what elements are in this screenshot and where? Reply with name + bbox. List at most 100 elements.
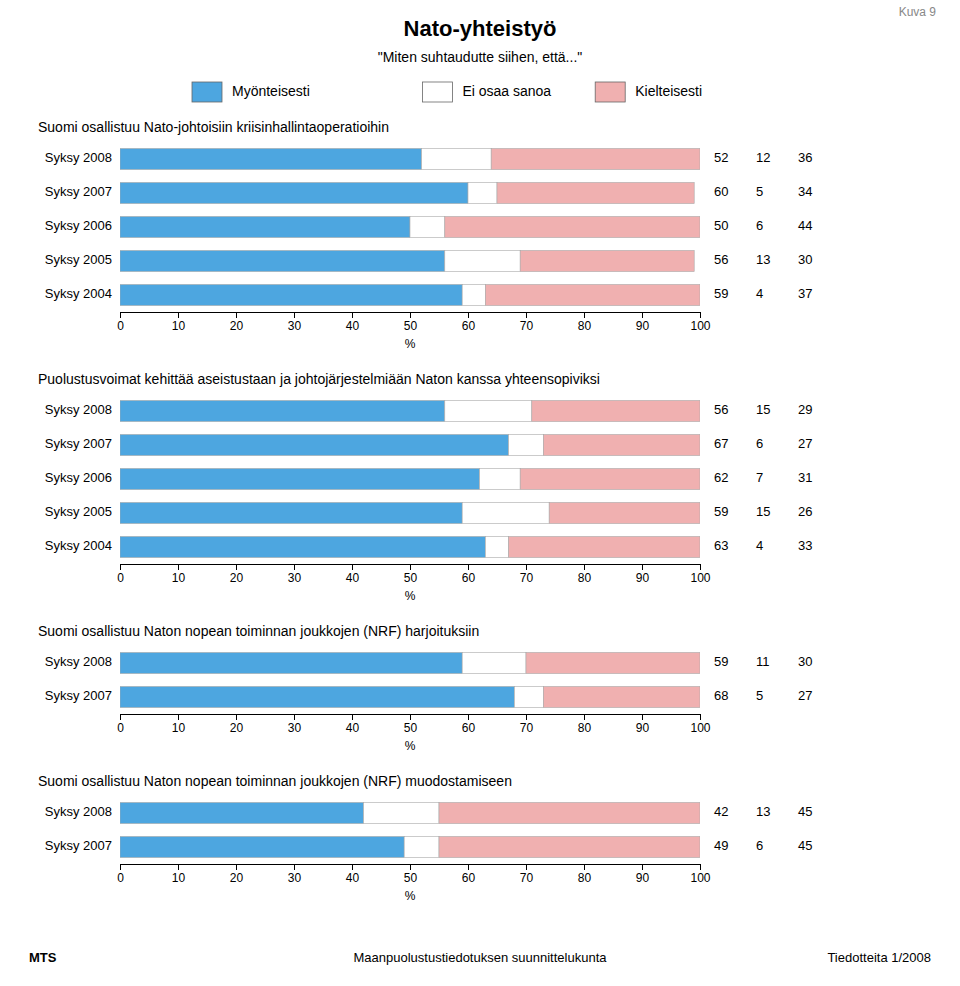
data-label: 34 bbox=[798, 184, 812, 199]
x-tick-mark bbox=[642, 564, 643, 570]
x-tick: 80 bbox=[578, 714, 592, 735]
data-label: 5 bbox=[756, 688, 763, 703]
legend-swatch bbox=[595, 82, 625, 102]
title: Nato-yhteistyö bbox=[404, 16, 557, 41]
data-label: 68 bbox=[714, 688, 728, 703]
x-tick-mark bbox=[294, 714, 295, 720]
x-axis: 0102030405060708090100 bbox=[117, 312, 711, 333]
data-label: 15 bbox=[756, 402, 770, 417]
data-label: 6 bbox=[756, 218, 763, 233]
panel-title: Puolustusvoimat kehittää aseistustaan ja… bbox=[38, 371, 600, 387]
x-tick-label: 70 bbox=[520, 571, 534, 585]
category-label: Syksy 2006 bbox=[45, 470, 112, 485]
x-tick-mark bbox=[468, 864, 469, 870]
category-label: Syksy 2004 bbox=[45, 286, 112, 301]
category-label: Syksy 2005 bbox=[45, 252, 112, 267]
x-tick-mark bbox=[700, 864, 701, 870]
bar-segment bbox=[549, 502, 700, 523]
x-tick: 70 bbox=[520, 864, 534, 885]
x-tick: 50 bbox=[404, 864, 418, 885]
data-label: 12 bbox=[756, 150, 770, 165]
x-tick-mark bbox=[178, 864, 179, 870]
bar-segment bbox=[445, 216, 700, 237]
category-label: Syksy 2005 bbox=[45, 504, 112, 519]
x-tick-label: 0 bbox=[117, 871, 124, 885]
x-axis-line bbox=[121, 715, 701, 721]
figure-number: Kuva 9 bbox=[899, 5, 937, 19]
x-tick-label: 40 bbox=[346, 319, 360, 333]
x-tick-mark bbox=[642, 714, 643, 720]
x-tick-label: 40 bbox=[346, 721, 360, 735]
category-label: Syksy 2007 bbox=[45, 436, 112, 451]
bar-segment bbox=[439, 802, 700, 823]
x-tick: 0 bbox=[117, 564, 124, 585]
x-tick-mark bbox=[468, 714, 469, 720]
data-label: 56 bbox=[714, 252, 728, 267]
category-label: Syksy 2007 bbox=[45, 184, 112, 199]
x-tick: 30 bbox=[288, 312, 302, 333]
data-label: 13 bbox=[756, 804, 770, 819]
data-label: 15 bbox=[756, 504, 770, 519]
category-label: Syksy 2008 bbox=[45, 150, 112, 165]
bar-segment bbox=[491, 148, 700, 169]
x-tick: 40 bbox=[346, 312, 360, 333]
data-label: 42 bbox=[714, 804, 728, 819]
x-tick-label: 100 bbox=[690, 319, 710, 333]
footer-center: Maanpuolustustiedotuksen suunnittelukunt… bbox=[354, 950, 608, 965]
x-tick-label: 80 bbox=[578, 871, 592, 885]
x-tick-mark bbox=[352, 864, 353, 870]
x-tick-mark bbox=[700, 564, 701, 570]
x-tick-mark bbox=[468, 564, 469, 570]
data-label: 44 bbox=[798, 218, 812, 233]
bar-segment bbox=[462, 652, 526, 673]
bar-segment bbox=[120, 686, 514, 707]
x-tick-label: 50 bbox=[404, 319, 418, 333]
x-tick-mark bbox=[294, 312, 295, 318]
panel-title: Suomi osallistuu Nato-johtoisiin kriisin… bbox=[38, 119, 389, 135]
legend-label: Ei osaa sanoa bbox=[462, 83, 551, 99]
data-label: 31 bbox=[798, 470, 812, 485]
data-label: 37 bbox=[798, 286, 812, 301]
bar-segment bbox=[120, 652, 462, 673]
legend-label: Kielteisesti bbox=[635, 83, 702, 99]
data-label: 13 bbox=[756, 252, 770, 267]
x-tick-mark bbox=[178, 564, 179, 570]
x-tick: 50 bbox=[404, 714, 418, 735]
x-tick: 60 bbox=[462, 714, 476, 735]
x-tick: 20 bbox=[230, 564, 244, 585]
x-tick: 50 bbox=[404, 312, 418, 333]
data-label: 62 bbox=[714, 470, 728, 485]
x-tick-label: 10 bbox=[172, 871, 186, 885]
x-tick-mark bbox=[352, 564, 353, 570]
x-tick-label: 70 bbox=[520, 319, 534, 333]
x-tick: 70 bbox=[520, 714, 534, 735]
data-label: 6 bbox=[756, 436, 763, 451]
x-tick-mark bbox=[584, 564, 585, 570]
bar-segment bbox=[120, 216, 410, 237]
x-tick-mark bbox=[236, 714, 237, 720]
data-label: 59 bbox=[714, 286, 728, 301]
bar-segment bbox=[543, 686, 700, 707]
x-tick: 10 bbox=[172, 564, 186, 585]
bars bbox=[120, 802, 700, 857]
x-tick-mark bbox=[410, 312, 411, 318]
panel-title: Suomi osallistuu Naton nopean toiminnan … bbox=[38, 773, 512, 789]
x-tick-mark bbox=[236, 864, 237, 870]
data-label: 63 bbox=[714, 538, 728, 553]
category-label: Syksy 2008 bbox=[45, 402, 112, 417]
bar-segment bbox=[543, 434, 700, 455]
x-tick: 50 bbox=[404, 564, 418, 585]
bar-segment bbox=[364, 802, 439, 823]
panel: Suomi osallistuu Naton nopean toiminnan … bbox=[38, 773, 812, 903]
bar-segment bbox=[120, 284, 462, 305]
x-tick-label: 100 bbox=[690, 871, 710, 885]
x-tick: 70 bbox=[520, 312, 534, 333]
x-axis: 0102030405060708090100 bbox=[117, 714, 711, 735]
bar-segment bbox=[439, 836, 700, 857]
x-tick: 30 bbox=[288, 714, 302, 735]
bar-segment bbox=[120, 182, 468, 203]
x-tick-label: 90 bbox=[636, 721, 650, 735]
category-label: Syksy 2004 bbox=[45, 538, 112, 553]
x-tick-mark bbox=[584, 312, 585, 318]
category-label: Syksy 2006 bbox=[45, 218, 112, 233]
